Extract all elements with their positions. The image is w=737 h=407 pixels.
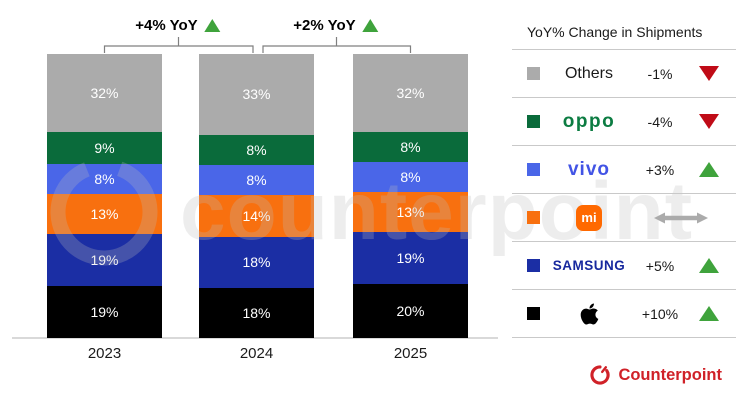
samsung-swatch xyxy=(527,259,540,272)
samsung-brand-logo: SAMSUNG xyxy=(552,258,626,273)
others-swatch xyxy=(527,67,540,80)
counterpoint-logo-text: Counterpoint xyxy=(618,365,722,384)
apple-icon xyxy=(580,303,598,324)
vivo-brand-logo: vivo xyxy=(567,158,611,180)
legend-row-oppo: oppo -4% xyxy=(512,97,736,145)
segment-xiaomi-2023: 13% xyxy=(47,194,162,234)
flat-double-arrow-icon xyxy=(636,211,726,225)
legend-row-xiaomi: mi xyxy=(512,193,736,241)
segment-apple-2024: 18% xyxy=(199,287,314,338)
segment-value-label: 8% xyxy=(94,171,115,187)
segment-others-2023: 32% xyxy=(47,54,162,132)
counterpoint-logo: Counterpoint xyxy=(589,364,722,386)
bar-2025: 32% 8% 8% 13% 19% 20% xyxy=(353,54,468,338)
segment-vivo-2023: 8% xyxy=(47,164,162,194)
segment-value-label: 13% xyxy=(396,204,425,220)
x-axis-line xyxy=(12,337,498,339)
oppo-brand-logo: oppo xyxy=(562,110,616,132)
oppo-yoy-change-value: -4% xyxy=(647,113,673,130)
segment-apple-2025: 20% xyxy=(353,284,468,338)
segment-value-label: 8% xyxy=(400,139,421,155)
segment-samsung-2024: 18% xyxy=(199,237,314,288)
segment-value-label: 18% xyxy=(242,304,271,321)
segment-oppo-2024: 8% xyxy=(199,134,314,165)
segment-value-label: 19% xyxy=(396,250,425,266)
vivo-yoy-change-value: +3% xyxy=(645,161,675,178)
counterpoint-gauge-icon xyxy=(590,365,611,385)
samsung-yoy-change-value: +5% xyxy=(645,257,675,274)
segment-value-label: 32% xyxy=(90,85,119,101)
segment-value-label: 8% xyxy=(400,169,421,185)
segment-others-2025: 32% xyxy=(353,54,468,132)
legend-panel: YoY% Change in Shipments Others -1% oppo -4… xyxy=(512,22,736,338)
segment-xiaomi-2025: 13% xyxy=(353,192,468,232)
yoy-annotation-2024-2025: +2% YoY xyxy=(293,17,379,34)
others-brand-logo: Others xyxy=(564,64,613,82)
legend-row-samsung: SAMSUNG +5% xyxy=(512,241,736,289)
segment-value-label: 8% xyxy=(246,141,267,158)
x-tick-2024: 2024 xyxy=(239,345,274,362)
down-triangle-icon xyxy=(692,66,726,81)
segment-value-label: 19% xyxy=(90,252,119,268)
segment-value-label: 8% xyxy=(246,171,267,188)
up-triangle-icon xyxy=(692,258,726,273)
segment-samsung-2023: 19% xyxy=(47,234,162,286)
segment-oppo-2023: 9% xyxy=(47,132,162,164)
legend-title: YoY% Change in Shipments xyxy=(527,24,703,40)
bar-2023: 32% 9% 8% 13% 19% 19% xyxy=(47,54,162,338)
oppo-swatch xyxy=(527,115,540,128)
others-yoy-change-value: -1% xyxy=(647,65,673,82)
segment-others-2024: 33% xyxy=(199,54,314,135)
yoy-annotation-text: +2% YoY xyxy=(293,17,356,34)
down-triangle-icon xyxy=(692,114,726,129)
legend-row-apple: +10% xyxy=(512,289,736,338)
segment-xiaomi-2024: 14% xyxy=(199,194,314,238)
segment-apple-2023: 19% xyxy=(47,286,162,338)
xiaomi-brand-logo: mi xyxy=(550,204,628,231)
legend-row-others: Others -1% xyxy=(512,49,736,97)
yoy-annotation-2023-2024: +4% YoY xyxy=(135,17,221,34)
apple-yoy-change-value: +10% xyxy=(641,305,679,322)
segment-vivo-2025: 8% xyxy=(353,162,468,192)
legend-row-vivo: vivo +3% xyxy=(512,145,736,193)
segment-value-label: 19% xyxy=(90,304,119,320)
x-tick-2023: 2023 xyxy=(87,345,122,362)
segment-samsung-2025: 19% xyxy=(353,232,468,284)
segment-value-label: 9% xyxy=(94,140,115,156)
apple-brand-logo xyxy=(550,302,628,326)
yoy-annotation-text: +4% YoY xyxy=(135,17,198,34)
segment-vivo-2024: 8% xyxy=(199,164,314,195)
up-triangle-icon xyxy=(204,19,221,32)
segment-value-label: 18% xyxy=(242,254,271,271)
legend-rows: Others -1% oppo -4% vivo +3% mi SAMSUNG +5% +10% xyxy=(512,49,736,338)
vivo-swatch xyxy=(527,163,540,176)
segment-value-label: 14% xyxy=(242,208,271,225)
xiaomi-swatch xyxy=(527,211,540,224)
up-triangle-icon xyxy=(362,19,379,32)
up-triangle-icon xyxy=(692,162,726,177)
x-tick-2025: 2025 xyxy=(393,345,428,362)
segment-value-label: 13% xyxy=(90,206,119,222)
segment-value-label: 20% xyxy=(396,303,425,319)
apple-swatch xyxy=(527,307,540,320)
bar-2024: 33% 8% 8% 14% 18% 18% xyxy=(199,54,314,338)
segment-value-label: 32% xyxy=(396,85,425,101)
up-triangle-icon xyxy=(692,306,726,321)
segment-value-label: 33% xyxy=(242,86,271,103)
xiaomi-mi-icon: mi xyxy=(576,204,602,231)
segment-oppo-2025: 8% xyxy=(353,132,468,162)
